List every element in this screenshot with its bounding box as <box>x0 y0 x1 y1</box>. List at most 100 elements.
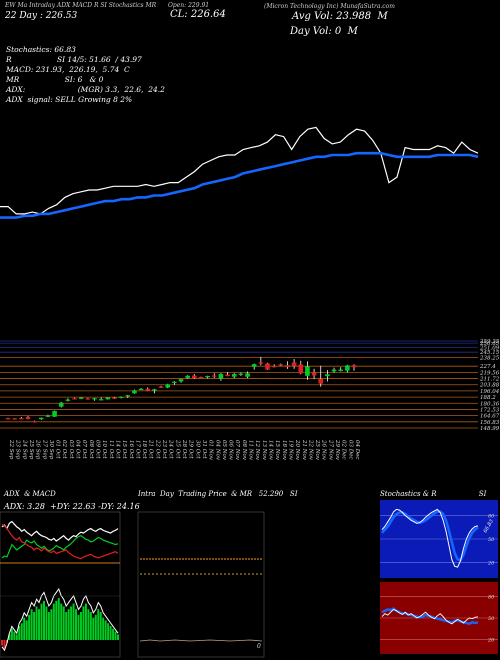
date-label: 03 Oct <box>68 440 74 459</box>
date-label: 13 Nov <box>261 440 267 461</box>
rsi-readout: R SI 14/5: 51.66 / 43.97 <box>6 55 142 64</box>
price-tick-label: 164.67 <box>480 414 500 420</box>
stoch-readout: Stochastics: 66.83 <box>6 45 76 54</box>
candle-body <box>311 372 317 376</box>
date-label: 05 Nov <box>221 440 227 461</box>
macd-bar <box>114 631 117 640</box>
date-label: 04 Dec <box>354 440 360 460</box>
candle-body <box>251 364 257 367</box>
intraday-frame <box>137 511 265 658</box>
candle-body <box>205 375 210 378</box>
macd-bar <box>104 620 107 640</box>
date-label: 04 Oct <box>75 440 81 459</box>
candle-body <box>5 418 11 420</box>
macd-bar <box>109 626 112 640</box>
day-vol: Day Vol: 0 M <box>290 26 358 37</box>
date-label: 18 Nov <box>281 440 287 461</box>
close-label: CL: 226.64 <box>170 9 226 20</box>
candle-body <box>271 366 277 368</box>
date-label: 29 Nov <box>334 439 340 461</box>
candle-body <box>231 374 237 377</box>
date-label: 11 Oct <box>108 440 114 459</box>
date-label: 01 Nov <box>208 440 214 461</box>
date-label: 02 Oct <box>61 440 67 459</box>
date-label: 28 Oct <box>181 439 187 459</box>
candle-body <box>345 365 350 371</box>
price-tick-label: 156.83 <box>480 420 500 426</box>
price-tick-label: 211.72 <box>479 377 500 383</box>
candle-body <box>52 411 57 417</box>
macd-bar <box>40 603 43 640</box>
rsi-series-rsi <box>381 608 479 625</box>
date-label: 23 Oct <box>161 439 167 459</box>
candle-body <box>112 397 117 399</box>
date-label: 30 Oct <box>194 440 200 459</box>
macd-bar <box>25 620 28 640</box>
macd-bar <box>87 609 90 640</box>
stoch-series-stoch-signal <box>381 510 479 562</box>
macd-bar <box>23 617 26 640</box>
company-name: (Micron Technology Inc) MunafaSutra.com <box>264 3 395 10</box>
adx-series-di-plus <box>1 535 119 559</box>
macd-bar <box>35 606 38 640</box>
candle-body <box>192 375 197 379</box>
macd-bar <box>18 626 21 640</box>
macd-bar <box>38 609 41 640</box>
macd-bar <box>82 606 85 640</box>
date-label: 07 Oct <box>81 440 87 459</box>
macd-bar <box>33 612 36 640</box>
candle-body <box>305 366 310 376</box>
price-tick-label: 188.2 <box>480 395 496 401</box>
stoch-panel-title: Stochastics & R SI <box>380 490 487 498</box>
date-label: 10 Oct <box>101 440 107 459</box>
macd-bar <box>99 612 102 640</box>
date-label: 22 Nov <box>307 439 313 461</box>
date-label: 04 Nov <box>214 440 220 461</box>
date-label: 27 Nov <box>327 439 333 461</box>
series-close <box>0 126 479 215</box>
candle-body <box>225 374 230 377</box>
candle-body <box>85 398 91 400</box>
adx-series-di-minus <box>1 523 119 560</box>
macd-bar <box>45 606 48 640</box>
macd-bar <box>102 617 105 640</box>
macd-bar <box>117 634 119 640</box>
macd-bar <box>94 614 97 640</box>
series-ma <box>0 151 479 219</box>
candle-body <box>25 416 31 420</box>
candle-body <box>118 396 124 398</box>
candle-body <box>158 386 164 388</box>
intraday-title: Intra Day Trading Price & MR 52.290 SI <box>138 490 298 498</box>
intraday-zero-label: 0 <box>257 643 261 650</box>
macd-bar <box>10 628 13 640</box>
date-label: 20 Nov <box>294 439 300 461</box>
macd-bar <box>65 612 68 640</box>
date-label: 08 Oct <box>88 440 94 459</box>
price-tick-label: 180.36 <box>480 401 500 407</box>
date-label: 11 Nov <box>248 440 254 461</box>
candle-body <box>45 415 51 417</box>
price-tick-label: 172.53 <box>480 407 500 413</box>
date-label: 09 Oct <box>95 440 101 459</box>
price-tick-label: 196.04 <box>480 389 500 395</box>
candle-body <box>325 374 330 377</box>
date-label: 21 Oct <box>148 439 154 459</box>
date-label: 14 Oct <box>114 440 120 459</box>
candle-body <box>152 389 157 391</box>
candle-body <box>178 379 184 382</box>
date-label: 23 Sep <box>15 439 21 460</box>
candle-body <box>138 388 144 391</box>
candle-body <box>245 373 250 377</box>
macd-bar <box>62 606 65 640</box>
macd-bar <box>1 640 3 646</box>
macd-bar <box>67 609 70 640</box>
macd-bar <box>55 600 58 640</box>
candle-body <box>351 365 357 368</box>
candle-body <box>12 418 17 420</box>
macd-bar <box>50 609 53 640</box>
date-label: 17 Oct <box>134 440 140 459</box>
date-label: 29 Oct <box>188 439 194 459</box>
adx-series-adx <box>1 520 119 542</box>
candle-body <box>145 388 151 391</box>
candle-body <box>291 362 297 367</box>
